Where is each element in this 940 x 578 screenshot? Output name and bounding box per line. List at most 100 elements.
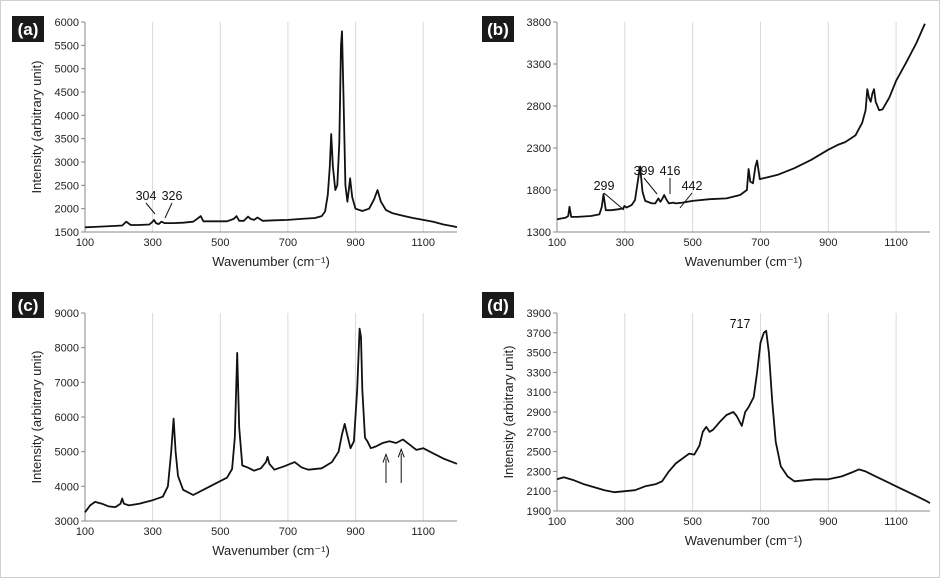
y-tick-label: 2500 [527,447,551,459]
y-tick-label: 3500 [55,134,79,146]
y-tick-label: 3300 [527,367,551,379]
panel-label-text: (d) [487,296,509,315]
x-tick-label: 700 [751,516,769,528]
y-tick-label: 1800 [527,185,551,197]
y-tick-label: 5000 [55,447,79,459]
x-tick-label: 100 [76,237,94,249]
spectrum-line [84,30,458,229]
peak-annotation-label: 399 [634,164,655,178]
panel-label-box [482,16,514,42]
chart-panel-d: 1900 2100 2300 2500 2700 2900 3100 3300 3500 3700… [482,292,931,548]
panel-label-box [12,16,44,42]
x-tick-label: 1100 [411,237,435,249]
x-tick-label: 100 [548,516,566,528]
annotation-arrow [643,177,658,195]
y-tick-label: 9000 [55,308,79,320]
x-tick-label: 1100 [884,237,908,249]
x-tick-label: 900 [346,526,364,538]
x-tick-label: 900 [346,237,364,249]
x-tick-label: 300 [616,237,634,249]
x-axis-title: Wavenumber (cm⁻¹) [685,533,803,548]
x-tick-label: 300 [143,237,161,249]
chart-panel-b: 1300 1800 2300 2800 3300 3800 100 300 500 700 900 1… [482,16,930,269]
peak-annotation-label: 442 [682,179,703,193]
y-tick-label: 3000 [55,157,79,169]
y-tick-label: 2300 [527,143,551,155]
peak-annotation-label: 416 [660,164,681,178]
y-tick-label: 3900 [527,308,551,320]
y-tick-label: 2700 [527,427,551,439]
y-tick-label: 3300 [527,59,551,71]
x-axis-title: Wavenumber (cm⁻¹) [212,254,330,269]
y-tick-label: 3500 [527,348,551,360]
annotation-arrowhead [382,453,390,463]
peak-annotation-label: 299 [594,179,615,193]
spectrum-line [556,329,931,504]
x-tick-label: 700 [279,237,297,249]
x-tick-label: 1100 [884,516,908,528]
peak-annotation-label: 304 [136,189,157,203]
y-axis-title: Intensity (arbitrary unit) [29,61,44,194]
y-axis-title: Intensity (arbitrary unit) [29,351,44,484]
x-tick-label: 500 [211,237,229,249]
y-tick-label: 7000 [55,377,79,389]
panel-label-text: (a) [18,20,39,39]
peak-annotation-label: 717 [730,317,751,331]
y-tick-label: 1500 [55,227,79,239]
annotation-arrow [603,192,625,211]
panel-label-text: (c) [18,296,39,315]
x-tick-label: 300 [143,526,161,538]
y-tick-label: 3100 [527,387,551,399]
peak-annotation-label: 326 [162,189,183,203]
x-tick-label: 500 [211,526,229,538]
y-tick-label: 2900 [527,407,551,419]
y-tick-label: 2000 [55,204,79,216]
y-tick-label: 2500 [55,180,79,192]
chart-panel-c: 3000 4000 5000 6000 7000 8000 9000 100 300 500 700… [12,292,458,558]
annotation-arrowhead [397,447,405,458]
y-tick-label: 2800 [527,101,551,113]
panel-label: (c) [12,292,44,318]
x-tick-label: 700 [751,237,769,249]
spectrum-line [556,23,926,221]
y-tick-label: 2300 [527,466,551,478]
y-tick-label: 3800 [527,17,551,29]
y-tick-label: 1900 [527,506,551,518]
x-tick-label: 500 [683,237,701,249]
y-tick-label: 5500 [55,40,79,52]
x-tick-label: 100 [76,526,94,538]
x-tick-label: 500 [683,516,701,528]
y-tick-label: 6000 [55,412,79,424]
annotation-arrow [679,192,693,209]
y-tick-label: 1300 [527,227,551,239]
panel-label-box [482,292,514,318]
x-tick-label: 700 [279,526,297,538]
chart-panel-a: 1500 2000 2500 3000 3500 4000 4500 5000 5500 6000… [12,16,458,269]
panel-label-text: (b) [487,20,509,39]
y-tick-label: 2100 [527,486,551,498]
y-tick-label: 8000 [55,343,79,355]
panel-label: (a) [12,16,44,42]
y-tick-label: 4000 [55,110,79,122]
y-tick-label: 6000 [55,17,79,29]
spectrum-line [84,327,458,513]
y-tick-label: 5000 [55,64,79,76]
y-tick-label: 4500 [55,87,79,99]
x-axis-title: Wavenumber (cm⁻¹) [685,254,803,269]
y-tick-label: 4000 [55,481,79,493]
x-tick-label: 900 [819,237,837,249]
y-tick-label: 3000 [55,516,79,528]
y-tick-label: 3700 [527,328,551,340]
y-axis-title: Intensity (arbitrary unit) [501,346,516,479]
panel-label: (b) [482,16,514,42]
x-tick-label: 100 [548,237,566,249]
x-tick-label: 900 [819,516,837,528]
panel-label-box [12,292,44,318]
x-tick-label: 300 [616,516,634,528]
x-tick-label: 1100 [411,526,435,538]
annotation-arrow [164,202,173,219]
panel-label: (d) [482,292,514,318]
x-axis-title: Wavenumber (cm⁻¹) [212,543,330,558]
